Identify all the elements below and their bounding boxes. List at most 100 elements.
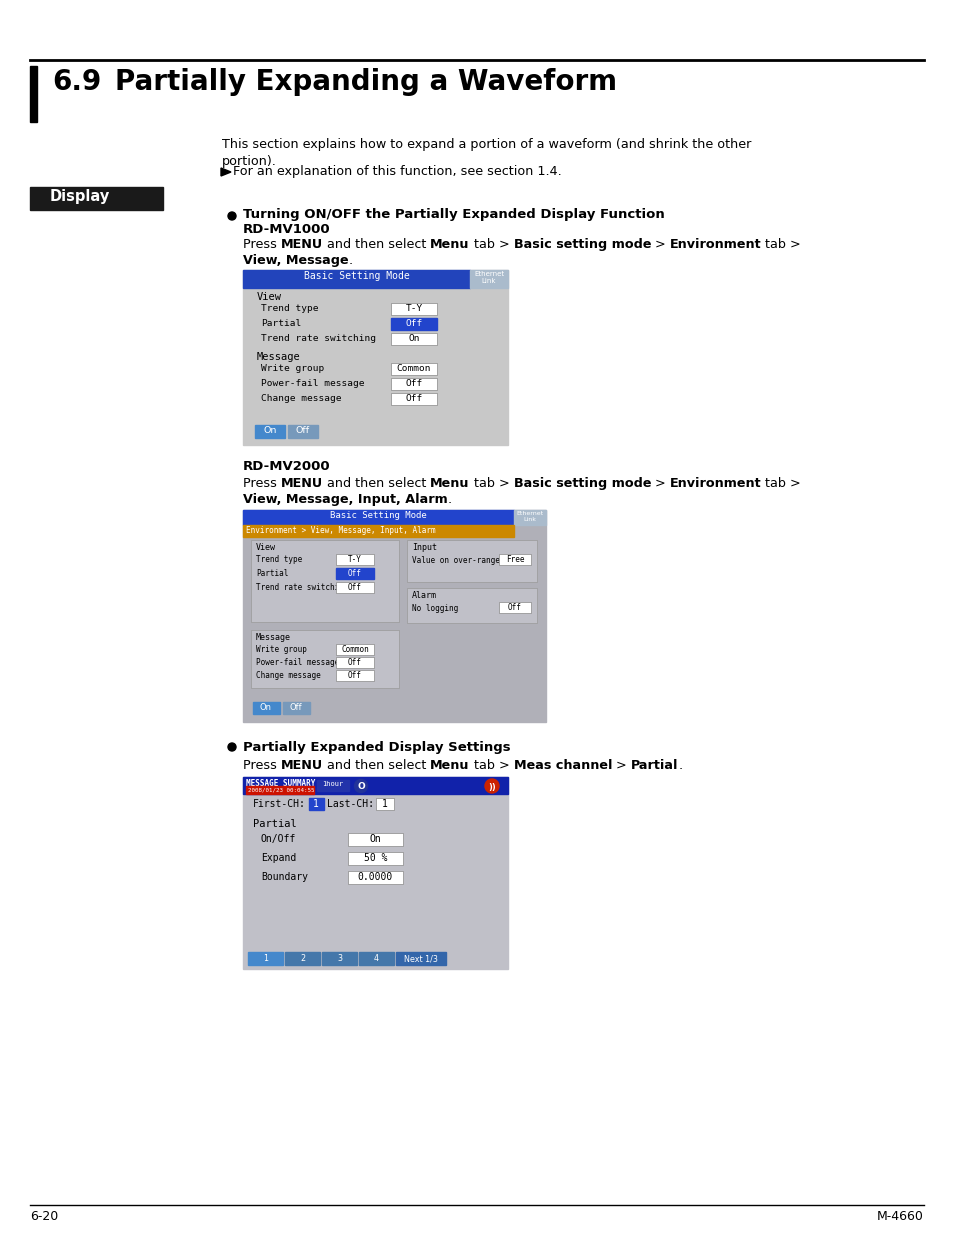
- Bar: [498, 555, 531, 564]
- Text: M-4660: M-4660: [876, 1210, 923, 1223]
- Bar: [283, 701, 310, 714]
- Text: Change message: Change message: [261, 394, 341, 403]
- Text: MENU: MENU: [280, 760, 323, 772]
- Text: and then select: and then select: [323, 238, 430, 251]
- Bar: [348, 871, 402, 884]
- Text: Power-fail message: Power-fail message: [261, 379, 364, 388]
- Text: Meas channel: Meas channel: [513, 760, 612, 772]
- Text: On: On: [369, 834, 381, 844]
- Text: 1: 1: [381, 799, 388, 809]
- Text: Off: Off: [290, 703, 302, 713]
- Bar: [391, 303, 436, 315]
- Bar: [391, 333, 436, 345]
- Bar: [335, 582, 374, 593]
- Text: Value on over-range: Value on over-range: [412, 556, 499, 564]
- Text: On/Off: On/Off: [261, 834, 296, 844]
- Text: Input: Input: [412, 543, 436, 552]
- Text: For an explanation of this function, see section 1.4.: For an explanation of this function, see…: [233, 165, 561, 178]
- Text: Boundary: Boundary: [261, 872, 308, 882]
- Text: Expand: Expand: [261, 853, 296, 863]
- Bar: [335, 555, 374, 564]
- Text: tab >: tab >: [760, 238, 801, 251]
- Bar: [246, 785, 314, 794]
- Text: Partial: Partial: [253, 819, 296, 829]
- Text: Environment: Environment: [669, 238, 760, 251]
- Text: Press: Press: [243, 477, 280, 490]
- Text: Common: Common: [341, 645, 369, 655]
- Text: Common: Common: [396, 364, 431, 373]
- Text: RD-MV2000: RD-MV2000: [243, 459, 331, 473]
- Text: )): )): [488, 783, 496, 792]
- Text: On: On: [408, 333, 419, 343]
- Text: 0.0000: 0.0000: [357, 872, 393, 882]
- Text: Ethernet: Ethernet: [474, 270, 503, 277]
- Text: 2: 2: [299, 953, 305, 963]
- Bar: [335, 657, 374, 668]
- Text: 1: 1: [263, 953, 268, 963]
- Text: Alarm: Alarm: [412, 592, 436, 600]
- Text: Basic setting mode: Basic setting mode: [513, 238, 651, 251]
- Text: Link: Link: [481, 278, 496, 284]
- Text: and then select: and then select: [323, 477, 430, 490]
- Text: View, Message: View, Message: [243, 254, 348, 267]
- Text: Turning ON/OFF the Partially Expanded Display Function: Turning ON/OFF the Partially Expanded Di…: [243, 207, 664, 221]
- Text: On: On: [260, 703, 272, 713]
- Bar: [30, 186, 163, 210]
- Bar: [470, 270, 507, 288]
- Text: Change message: Change message: [255, 671, 320, 680]
- Text: First-CH:: First-CH:: [253, 799, 306, 809]
- Text: Link: Link: [523, 517, 536, 522]
- Bar: [498, 601, 531, 613]
- Text: View: View: [256, 291, 282, 303]
- Text: Partially Expanding a Waveform: Partially Expanding a Waveform: [115, 68, 617, 96]
- Text: Press: Press: [243, 238, 280, 251]
- Text: Trend rate switching: Trend rate switching: [255, 583, 348, 592]
- Text: tab >: tab >: [760, 477, 801, 490]
- Text: 50 %: 50 %: [363, 853, 387, 863]
- Text: Off: Off: [295, 426, 310, 435]
- Text: T-Y: T-Y: [348, 555, 361, 564]
- Text: 2008/01/23 00:04:55: 2008/01/23 00:04:55: [248, 787, 314, 792]
- Text: >: >: [612, 760, 630, 772]
- Bar: [391, 378, 436, 390]
- Text: 1hour: 1hour: [322, 781, 343, 787]
- Text: Menu: Menu: [430, 238, 470, 251]
- Bar: [322, 952, 356, 965]
- Text: .: .: [678, 760, 681, 772]
- Bar: [254, 425, 285, 438]
- Bar: [358, 952, 394, 965]
- Text: 6.9: 6.9: [52, 68, 101, 96]
- Text: portion).: portion).: [222, 156, 276, 168]
- Bar: [30, 65, 37, 122]
- Text: Menu: Menu: [430, 477, 470, 490]
- Text: Environment > View, Message, Input, Alarm: Environment > View, Message, Input, Alar…: [246, 526, 436, 535]
- Text: Off: Off: [405, 394, 422, 403]
- Text: Display: Display: [50, 189, 111, 204]
- Text: View, Message, Input, Alarm: View, Message, Input, Alarm: [243, 493, 447, 506]
- Circle shape: [228, 212, 235, 220]
- Bar: [309, 798, 324, 810]
- Text: Off: Off: [348, 569, 361, 578]
- Bar: [243, 270, 507, 445]
- Text: tab >: tab >: [470, 477, 513, 490]
- Bar: [335, 643, 374, 655]
- Text: Next 1/3: Next 1/3: [404, 953, 437, 963]
- Text: 6-20: 6-20: [30, 1210, 58, 1223]
- Text: Ethernet: Ethernet: [516, 511, 543, 516]
- Text: Partial: Partial: [630, 760, 678, 772]
- Bar: [243, 510, 514, 525]
- Text: MENU: MENU: [280, 477, 323, 490]
- Bar: [391, 393, 436, 405]
- Bar: [407, 588, 537, 622]
- Text: This section explains how to expand a portion of a waveform (and shrink the othe: This section explains how to expand a po…: [222, 138, 751, 151]
- Text: No logging: No logging: [412, 604, 457, 613]
- Bar: [251, 630, 398, 688]
- Bar: [316, 781, 349, 790]
- Text: Message: Message: [255, 634, 291, 642]
- Bar: [348, 852, 402, 864]
- Bar: [243, 510, 545, 722]
- Text: 4: 4: [374, 953, 378, 963]
- Text: tab >: tab >: [470, 760, 513, 772]
- Text: MENU: MENU: [280, 238, 323, 251]
- Text: Write group: Write group: [255, 645, 307, 655]
